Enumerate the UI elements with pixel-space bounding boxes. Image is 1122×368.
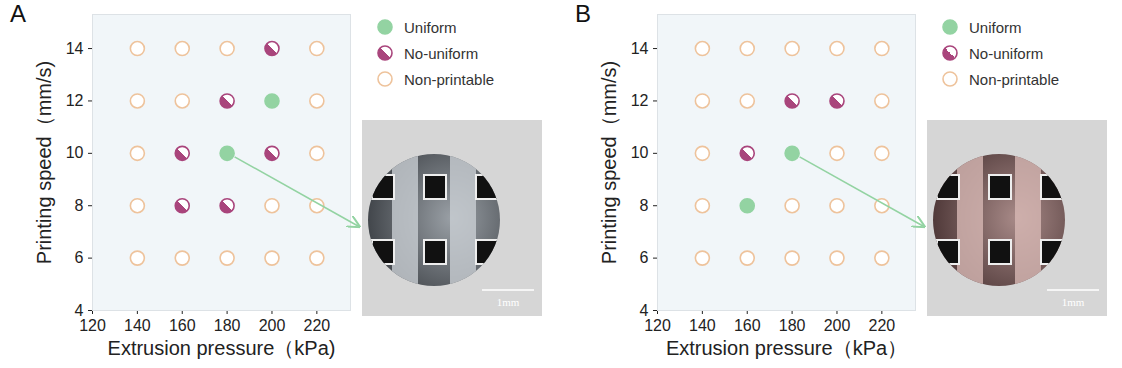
svg-text:10: 10 xyxy=(66,144,84,161)
svg-text:Extrusion pressure（kPa）: Extrusion pressure（kPa） xyxy=(666,337,907,359)
svg-text:4: 4 xyxy=(639,301,649,319)
svg-text:220: 220 xyxy=(868,317,895,334)
svg-text:12: 12 xyxy=(631,92,649,109)
svg-text:8: 8 xyxy=(640,197,649,214)
svg-text:Printing speed（mm/s): Printing speed（mm/s) xyxy=(598,61,620,264)
svg-text:14: 14 xyxy=(631,40,649,57)
svg-text:140: 140 xyxy=(689,317,716,334)
svg-text:120: 120 xyxy=(644,317,671,334)
svg-text:140: 140 xyxy=(124,317,151,334)
svg-text:180: 180 xyxy=(214,317,241,334)
html-text:Non-printable: Non-printable xyxy=(969,70,1060,88)
html-text:Uniform: Uniform xyxy=(969,18,1022,36)
html-text:Non-printable: Non-printable xyxy=(404,70,495,88)
svg-text:1mm: 1mm xyxy=(1062,296,1085,308)
svg-text:Printing speed（mm/s): Printing speed（mm/s) xyxy=(33,61,55,264)
svg-text:200: 200 xyxy=(824,317,851,334)
html-text:Uniform: Uniform xyxy=(404,18,457,36)
svg-text:160: 160 xyxy=(169,317,196,334)
svg-text:4: 4 xyxy=(74,301,84,319)
svg-text:6: 6 xyxy=(640,249,649,266)
svg-text:200: 200 xyxy=(259,317,286,334)
svg-text:180: 180 xyxy=(779,317,806,334)
svg-text:6: 6 xyxy=(75,249,84,266)
svg-text:1mm: 1mm xyxy=(497,296,520,308)
svg-text:10: 10 xyxy=(631,144,649,161)
svg-text:14: 14 xyxy=(66,40,84,57)
html-text:A: A xyxy=(10,0,26,27)
svg-text:220: 220 xyxy=(303,317,330,334)
html-text:No-uniform: No-uniform xyxy=(404,44,479,62)
svg-text:8: 8 xyxy=(75,197,84,214)
svg-text:160: 160 xyxy=(734,317,761,334)
svg-text:Extrusion pressure（kPa): Extrusion pressure（kPa) xyxy=(108,337,336,359)
html-text:No-uniform: No-uniform xyxy=(969,44,1044,62)
svg-text:12: 12 xyxy=(66,92,84,109)
html-text:B: B xyxy=(575,0,591,27)
svg-text:120: 120 xyxy=(79,317,106,334)
